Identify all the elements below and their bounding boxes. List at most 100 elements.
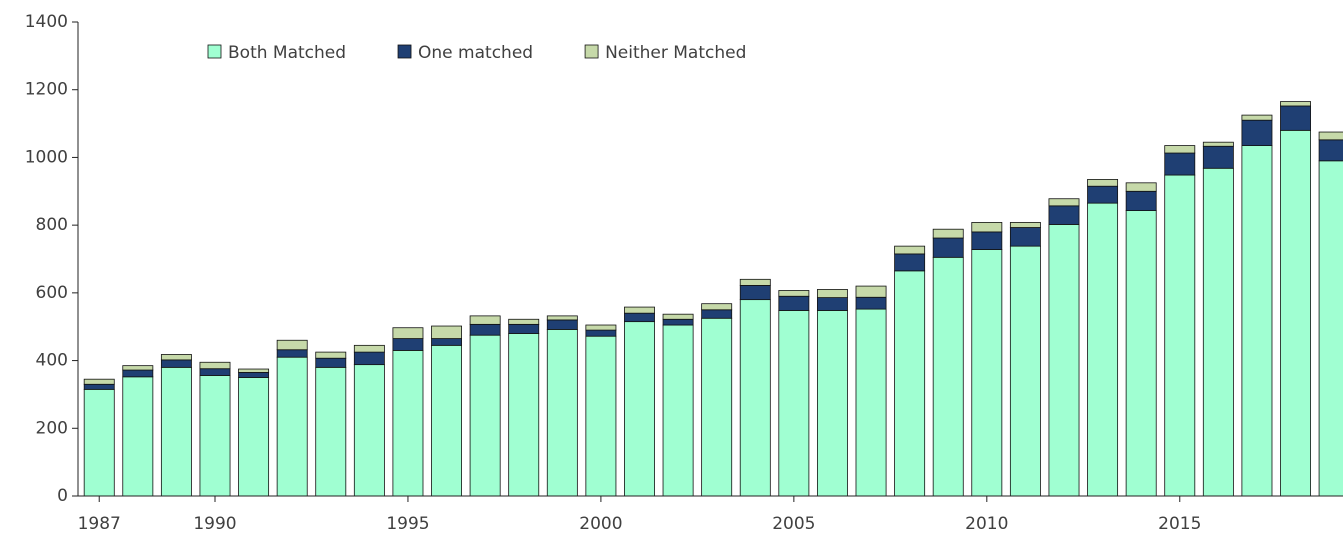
bar-segment bbox=[971, 231, 1003, 250]
bar-segment bbox=[546, 329, 578, 497]
bar-segment bbox=[353, 344, 385, 353]
bar-segment bbox=[1164, 174, 1196, 497]
bar-segment bbox=[315, 357, 347, 368]
bar-segment bbox=[1280, 129, 1311, 497]
x-tick-label: 1987 bbox=[78, 514, 121, 534]
bar-segment bbox=[701, 317, 733, 497]
bar-segment bbox=[83, 388, 115, 497]
bar-segment bbox=[855, 296, 887, 310]
bar-segment bbox=[1009, 245, 1041, 497]
bar-segment bbox=[662, 324, 694, 497]
y-tick-label: 800 bbox=[36, 215, 68, 235]
x-tick-label: 2000 bbox=[579, 514, 622, 534]
bar-segment bbox=[624, 312, 655, 323]
x-tick-label: 1995 bbox=[386, 514, 429, 534]
bar-segment bbox=[778, 310, 810, 497]
bar-segment bbox=[971, 249, 1003, 497]
bar-segment bbox=[855, 285, 887, 298]
bar-segment bbox=[508, 323, 540, 334]
bar-segment bbox=[894, 270, 926, 497]
bar-segment bbox=[160, 354, 192, 361]
bar-segment bbox=[238, 372, 270, 378]
bar-segment bbox=[624, 321, 655, 497]
bar-segment bbox=[1125, 182, 1157, 192]
bar-segment bbox=[894, 245, 926, 255]
bar-segment bbox=[1318, 139, 1343, 162]
x-tick-label: 2010 bbox=[965, 514, 1008, 534]
bar-segment bbox=[816, 289, 848, 298]
bar-segment bbox=[469, 315, 501, 325]
bar-segment bbox=[431, 344, 462, 497]
bar-segment bbox=[83, 378, 115, 385]
legend-label: One matched bbox=[418, 43, 533, 63]
bar-segment bbox=[469, 334, 501, 497]
bar-segment bbox=[1125, 210, 1157, 497]
bar-segment bbox=[1125, 190, 1157, 211]
bar-segment bbox=[778, 290, 810, 297]
bar-segment bbox=[1202, 145, 1234, 169]
bar-segment bbox=[1009, 227, 1041, 247]
legend-swatch bbox=[397, 44, 412, 59]
bar-segment bbox=[122, 365, 154, 371]
y-tick-label: 1000 bbox=[25, 147, 68, 167]
bar-segment bbox=[508, 333, 540, 497]
bar-segment bbox=[624, 306, 655, 314]
bar-segment bbox=[894, 253, 926, 272]
bar-segment bbox=[83, 383, 115, 390]
bar-segment bbox=[932, 256, 964, 497]
bar-segment bbox=[546, 315, 578, 321]
bar-segment bbox=[276, 349, 308, 358]
bar-segment bbox=[1318, 131, 1343, 141]
bar-segment bbox=[160, 359, 192, 368]
bar-segment bbox=[1318, 160, 1343, 497]
bar-segment bbox=[662, 318, 694, 326]
y-tick-label: 400 bbox=[36, 351, 68, 371]
y-tick-label: 600 bbox=[36, 283, 68, 303]
bar-segment bbox=[160, 366, 192, 497]
bar-segment bbox=[1280, 101, 1311, 107]
bar-segment bbox=[546, 319, 578, 330]
x-tick-label: 2005 bbox=[772, 514, 815, 534]
bar-segment bbox=[1087, 179, 1119, 187]
bar-segment bbox=[1241, 114, 1273, 121]
bar-segment bbox=[1048, 198, 1080, 207]
bar-segment bbox=[585, 324, 617, 331]
legend-label: Both Matched bbox=[228, 43, 346, 63]
bar-segment bbox=[238, 377, 270, 497]
bar-segment bbox=[469, 323, 501, 336]
bar-segment bbox=[739, 278, 771, 286]
bar-segment bbox=[1241, 145, 1273, 497]
bar-segment bbox=[1048, 224, 1080, 497]
bar-segment bbox=[1202, 141, 1234, 147]
bar-segment bbox=[662, 313, 694, 320]
legend-swatch bbox=[584, 44, 599, 59]
bar-segment bbox=[392, 327, 424, 339]
bar-segment bbox=[971, 222, 1003, 233]
bar-segment bbox=[315, 351, 347, 359]
bar-segment bbox=[431, 325, 462, 339]
bar-segment bbox=[739, 285, 771, 301]
bar-segment bbox=[1009, 222, 1041, 228]
bar-segment bbox=[1241, 119, 1273, 146]
bar-segment bbox=[855, 308, 887, 497]
bar-segment bbox=[932, 237, 964, 258]
bar-segment bbox=[238, 368, 270, 373]
bar-segment bbox=[276, 356, 308, 497]
bar-segment bbox=[1164, 145, 1196, 154]
bar-segment bbox=[739, 299, 771, 497]
bar-segment bbox=[585, 335, 617, 497]
bar-segment bbox=[353, 351, 385, 366]
bar-segment bbox=[122, 369, 154, 378]
bar-segment bbox=[392, 338, 424, 351]
bar-segment bbox=[701, 309, 733, 319]
bar-segment bbox=[508, 318, 540, 325]
y-tick-label: 1200 bbox=[25, 80, 68, 100]
bar-segment bbox=[276, 339, 308, 351]
y-tick-label: 1400 bbox=[25, 12, 68, 32]
bar-segment bbox=[932, 228, 964, 239]
bar-segment bbox=[392, 350, 424, 497]
bar-segment bbox=[1202, 167, 1234, 497]
x-tick-label: 1990 bbox=[193, 514, 236, 534]
bar-segment bbox=[199, 368, 231, 376]
